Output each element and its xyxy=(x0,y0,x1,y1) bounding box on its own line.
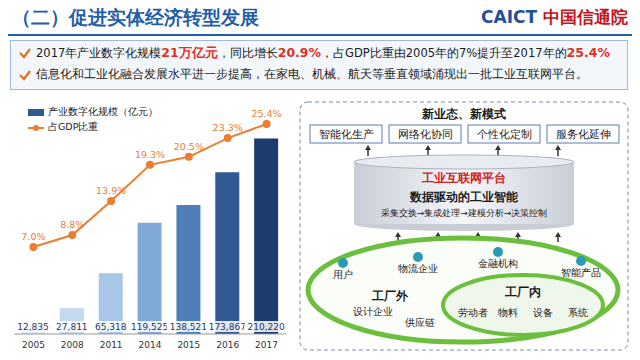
svg-text:65,318: 65,318 xyxy=(95,322,127,332)
svg-text:13.9%: 13.9% xyxy=(96,185,126,196)
svg-text:2014: 2014 xyxy=(139,340,162,350)
svg-text:设备: 设备 xyxy=(533,307,553,318)
svg-text:119,525: 119,525 xyxy=(131,322,168,332)
svg-text:27,811: 27,811 xyxy=(56,322,88,332)
svg-text:8.8%: 8.8% xyxy=(60,219,84,230)
svg-text:物流企业: 物流企业 xyxy=(398,263,438,274)
svg-text:智能产品: 智能产品 xyxy=(561,267,601,278)
html-text:占GDP比重: 占GDP比重 xyxy=(48,121,99,132)
svg-text:智能化生产: 智能化生产 xyxy=(319,128,374,140)
svg-text:工厂内: 工厂内 xyxy=(504,285,541,299)
html-text:信息化和工业化融合发展水平进一步提高，在家电、机械、航天等垂: 信息化和工业化融合发展水平进一步提高，在家电、机械、航天等垂直领域涌现出一批工业… xyxy=(36,67,588,81)
svg-text:工厂外: 工厂外 xyxy=(371,289,409,303)
svg-text:20.5%: 20.5% xyxy=(174,141,204,152)
html-text:（二）促进实体经济转型发展: （二）促进实体经济转型发展 xyxy=(12,6,259,28)
svg-text:设计企业: 设计企业 xyxy=(353,306,393,317)
svg-text:采集交换→集成处理→建模分析→决策控制: 采集交换→集成处理→建模分析→决策控制 xyxy=(381,208,548,218)
html-text:CAICT 中国信通院: CAICT 中国信通院 xyxy=(481,7,628,27)
svg-text:新业态、新模式: 新业态、新模式 xyxy=(421,107,506,121)
svg-text:2017: 2017 xyxy=(255,340,278,350)
svg-text:23.3%: 23.3% xyxy=(213,122,243,133)
svg-text:用户: 用户 xyxy=(333,269,353,280)
svg-text:工业互联网平台: 工业互联网平台 xyxy=(421,171,506,185)
svg-text:7.0%: 7.0% xyxy=(21,231,45,242)
svg-text:12,835: 12,835 xyxy=(17,322,49,332)
html-text:产业数字化规模（亿元）: 产业数字化规模（亿元） xyxy=(48,106,158,117)
svg-text:供应链: 供应链 xyxy=(405,317,435,328)
svg-text:2008: 2008 xyxy=(61,340,84,350)
svg-text:2011: 2011 xyxy=(100,340,123,350)
svg-text:2005: 2005 xyxy=(22,340,45,350)
svg-text:个性化定制: 个性化定制 xyxy=(477,128,532,140)
svg-text:25.4%: 25.4% xyxy=(251,108,281,119)
svg-text:138,521: 138,521 xyxy=(170,322,207,332)
html-text:2017年产业数字化规模21万亿元，同比增长20.9%，占G: 2017年产业数字化规模21万亿元，同比增长20.9%，占GDP比重由2005年… xyxy=(36,45,610,60)
svg-text:物料: 物料 xyxy=(498,307,518,318)
svg-text:劳动者: 劳动者 xyxy=(458,307,488,318)
svg-text:2015: 2015 xyxy=(177,340,200,350)
svg-text:金融机构: 金融机构 xyxy=(478,258,518,269)
svg-text:系统: 系统 xyxy=(568,307,588,318)
svg-text:173,867: 173,867 xyxy=(209,322,246,332)
svg-text:数据驱动的工业智能: 数据驱动的工业智能 xyxy=(409,190,518,204)
svg-text:19.3%: 19.3% xyxy=(135,149,165,160)
svg-text:2016: 2016 xyxy=(216,340,239,350)
svg-text:网络化协同: 网络化协同 xyxy=(398,128,453,140)
svg-text:210,220: 210,220 xyxy=(248,322,285,332)
svg-text:服务化延伸: 服务化延伸 xyxy=(556,128,611,140)
